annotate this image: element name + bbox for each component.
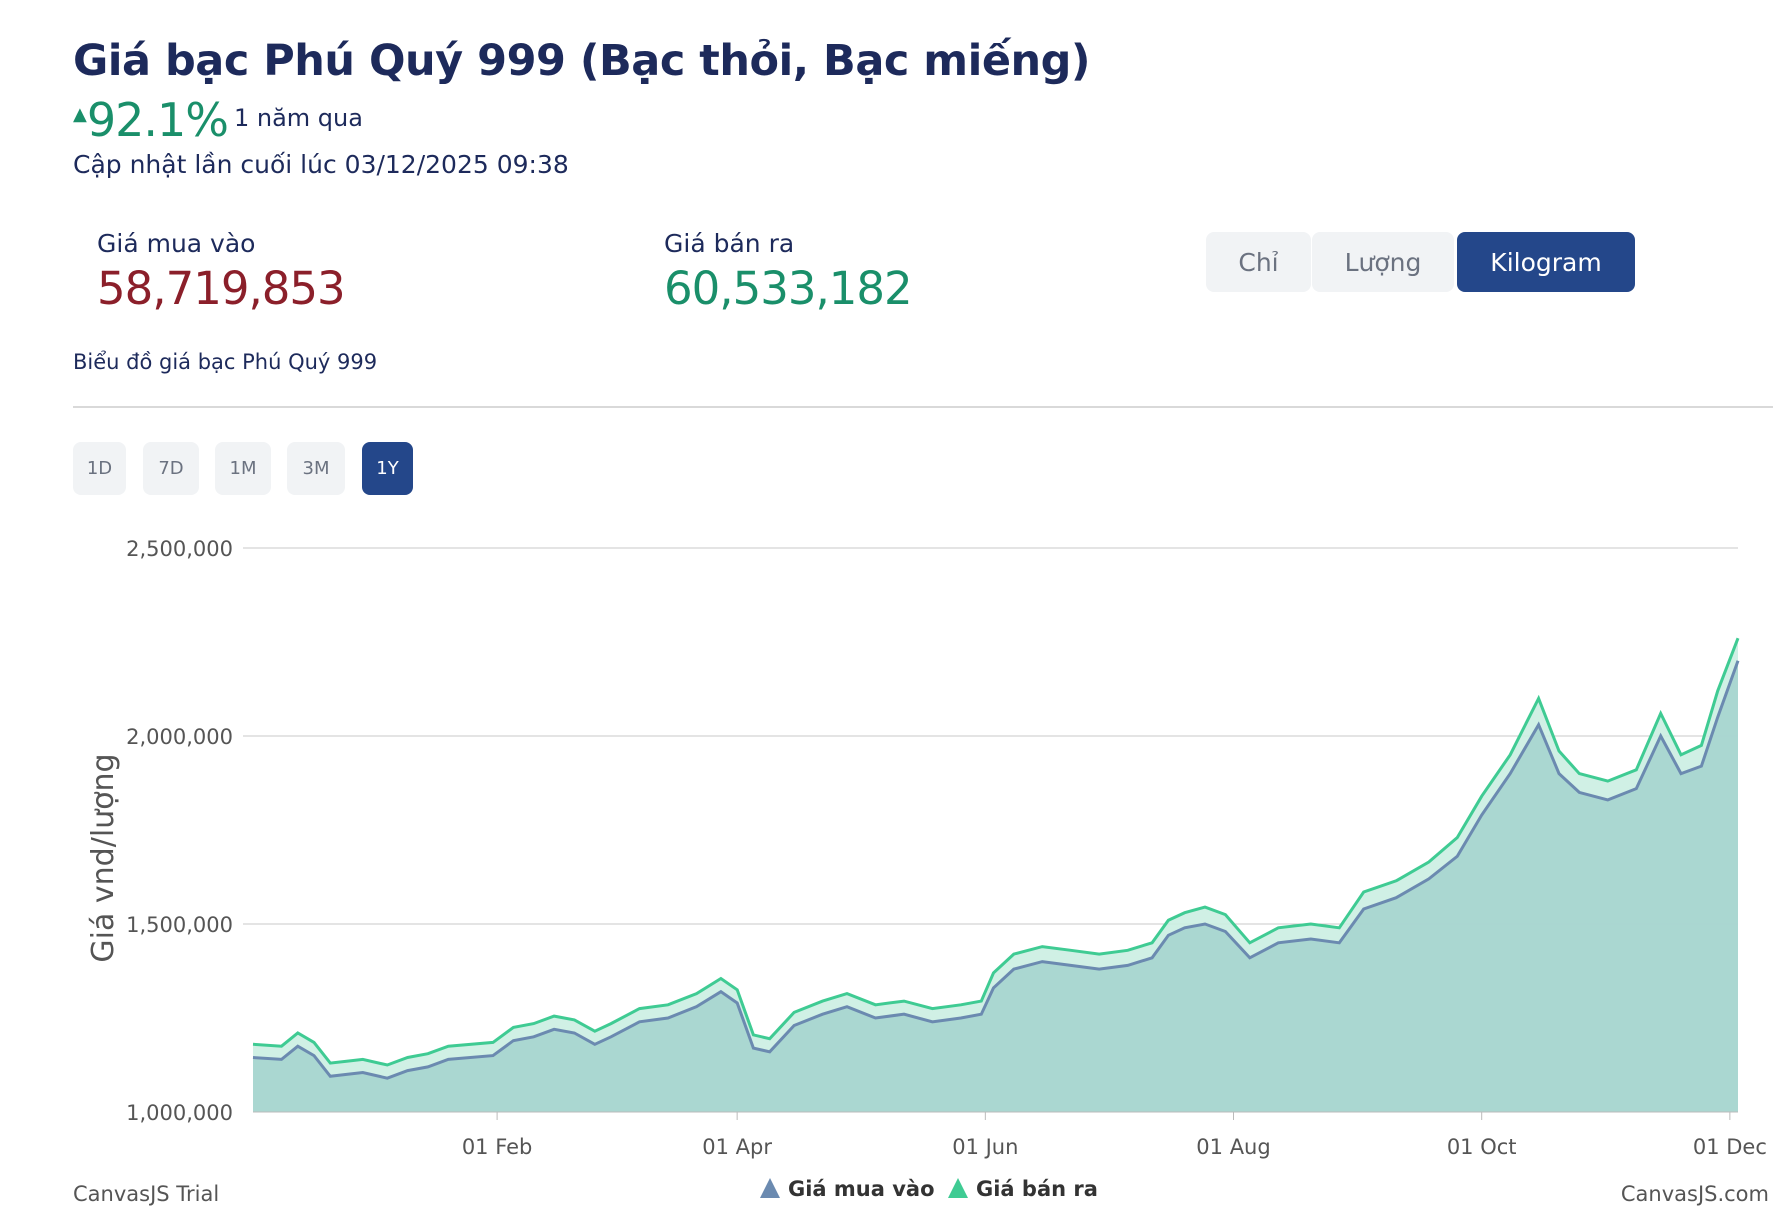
- sell-price-value: 60,533,182: [664, 262, 913, 315]
- legend-label: Giá bán ra: [976, 1177, 1098, 1201]
- y-tick-label: 1,500,000: [126, 913, 233, 937]
- range-button-1m[interactable]: 1M: [215, 442, 271, 495]
- x-tick-label: 01 Oct: [1447, 1135, 1517, 1159]
- chart-caption: Biểu đồ giá bạc Phú Quý 999: [73, 350, 378, 374]
- buy-price-value: 58,719,853: [97, 262, 346, 315]
- unit-button-kilogram[interactable]: Kilogram: [1457, 232, 1635, 292]
- series-area-gia-mua-vao: [253, 660, 1738, 1112]
- x-tick-label: 01 Apr: [702, 1135, 772, 1159]
- last-updated: Cập nhật lần cuối lúc 03/12/2025 09:38: [73, 150, 569, 179]
- legend-marker-icon: [948, 1178, 968, 1198]
- x-tick-label: 01 Jun: [952, 1135, 1018, 1159]
- range-button-7d[interactable]: 7D: [143, 442, 199, 495]
- range-button-1y[interactable]: 1Y: [362, 442, 413, 495]
- x-tick-label: 01 Dec: [1693, 1135, 1767, 1159]
- series-line-gia-ban-ra: [252, 637, 1740, 1067]
- series-line-gia-mua-vao: [252, 660, 1740, 1080]
- unit-button-chi[interactable]: Chỉ: [1206, 232, 1311, 292]
- y-axis-title: Giá vnd/lượng: [86, 753, 121, 962]
- chart-credit-right[interactable]: CanvasJS.com: [1620, 1182, 1769, 1206]
- change-percent: 92.1%: [86, 93, 229, 147]
- sell-price-label: Giá bán ra: [664, 229, 795, 258]
- page-title: Giá bạc Phú Quý 999 (Bạc thỏi, Bạc miếng…: [73, 36, 1091, 86]
- y-tick-label: 2,500,000: [126, 537, 233, 561]
- x-tick-label: 01 Feb: [462, 1135, 533, 1159]
- legend-marker-icon: [760, 1178, 780, 1198]
- range-button-3m[interactable]: 3M: [287, 442, 345, 495]
- y-tick-label: 2,000,000: [126, 725, 233, 749]
- divider: [73, 406, 1773, 408]
- unit-button-luong[interactable]: Lượng: [1312, 232, 1454, 292]
- price-change: ▲92.1% 1 năm qua: [73, 93, 363, 147]
- buy-price-label: Giá mua vào: [97, 229, 256, 258]
- range-button-1d[interactable]: 1D: [73, 442, 126, 495]
- chart-credit-left: CanvasJS Trial: [73, 1182, 220, 1206]
- legend-label: Giá mua vào: [788, 1177, 935, 1201]
- y-tick-label: 1,000,000: [126, 1101, 233, 1125]
- up-arrow-icon: ▲: [73, 104, 87, 125]
- change-period-label: 1 năm qua: [233, 104, 363, 132]
- x-tick-label: 01 Aug: [1196, 1135, 1270, 1159]
